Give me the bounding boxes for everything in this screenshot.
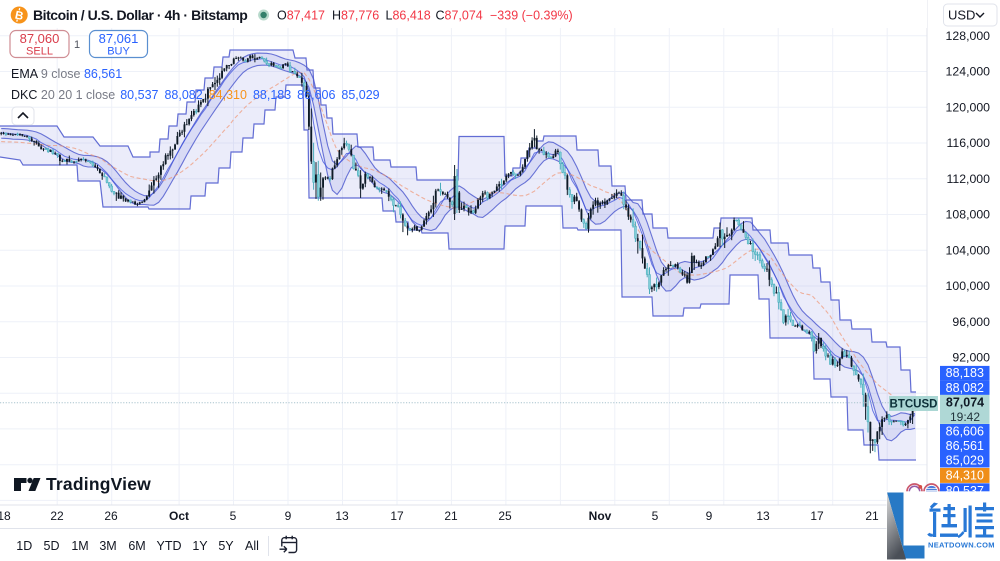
- svg-text:86,561: 86,561: [946, 439, 984, 453]
- svg-text:100,000: 100,000: [946, 279, 991, 293]
- svg-text:YTD: YTD: [157, 539, 182, 553]
- svg-text:112,000: 112,000: [946, 172, 990, 186]
- svg-text:1D: 1D: [16, 539, 32, 553]
- svg-text:88,082: 88,082: [946, 381, 984, 395]
- svg-text:5Y: 5Y: [218, 539, 234, 553]
- svg-text:5: 5: [652, 509, 659, 523]
- svg-text:120,000: 120,000: [946, 101, 991, 115]
- svg-text:108,000: 108,000: [946, 208, 991, 222]
- svg-text:128,000: 128,000: [946, 29, 991, 43]
- svg-text:SELL: SELL: [26, 46, 53, 58]
- svg-text:5D: 5D: [44, 539, 60, 553]
- svg-text:9: 9: [706, 509, 713, 523]
- svg-text:L86,418: L86,418: [386, 8, 431, 22]
- svg-text:21: 21: [865, 509, 879, 523]
- svg-text:86,606: 86,606: [946, 424, 984, 438]
- svg-text:21: 21: [444, 509, 458, 523]
- svg-text:85,029: 85,029: [946, 453, 984, 467]
- svg-text:13: 13: [756, 509, 770, 523]
- svg-text:87,061: 87,061: [99, 31, 139, 46]
- svg-text:Nov: Nov: [589, 509, 612, 523]
- svg-text:9: 9: [285, 509, 292, 523]
- svg-text:13: 13: [335, 509, 349, 523]
- svg-text:Bitcoin / U.S. Dollar · 4h · B: Bitcoin / U.S. Dollar · 4h · Bitstamp: [33, 7, 247, 23]
- svg-text:O87,417: O87,417: [277, 8, 325, 22]
- svg-text:87,060: 87,060: [20, 31, 60, 46]
- svg-text:18: 18: [0, 509, 11, 523]
- svg-text:Oct: Oct: [169, 509, 189, 523]
- svg-text:H87,776: H87,776: [332, 8, 379, 22]
- svg-text:25: 25: [498, 509, 512, 523]
- svg-text:19:42: 19:42: [950, 410, 980, 424]
- svg-text:26: 26: [104, 509, 118, 523]
- svg-text:3M: 3M: [99, 539, 116, 553]
- svg-text:All: All: [245, 539, 259, 553]
- svg-text:5: 5: [230, 509, 237, 523]
- svg-text:96,000: 96,000: [952, 315, 990, 329]
- svg-text:EMA 9 close 86,561: EMA 9 close 86,561: [11, 67, 122, 81]
- svg-text:92,000: 92,000: [952, 351, 990, 365]
- svg-text:USD: USD: [948, 8, 975, 23]
- svg-text:124,000: 124,000: [946, 65, 991, 79]
- svg-text:1M: 1M: [71, 539, 88, 553]
- svg-text:NEATDOWN.COM: NEATDOWN.COM: [928, 541, 995, 550]
- svg-text:84,310: 84,310: [946, 469, 984, 483]
- svg-text:B: B: [14, 10, 25, 23]
- svg-text:104,000: 104,000: [946, 243, 991, 257]
- svg-text:BUY: BUY: [107, 46, 130, 58]
- svg-text:6M: 6M: [128, 539, 145, 553]
- svg-text:TradingView: TradingView: [46, 474, 151, 494]
- svg-text:1: 1: [74, 39, 80, 51]
- svg-text:17: 17: [390, 509, 404, 523]
- svg-text:88,183: 88,183: [946, 366, 984, 380]
- svg-text:−339 (−0.39%): −339 (−0.39%): [490, 8, 573, 22]
- svg-text:87,074: 87,074: [946, 395, 984, 409]
- svg-text:1Y: 1Y: [192, 539, 208, 553]
- svg-text:22: 22: [50, 509, 64, 523]
- svg-text:116,000: 116,000: [946, 136, 990, 150]
- svg-text:17: 17: [810, 509, 824, 523]
- svg-text:BTCUSD: BTCUSD: [890, 399, 938, 411]
- svg-text:C87,074: C87,074: [436, 8, 483, 22]
